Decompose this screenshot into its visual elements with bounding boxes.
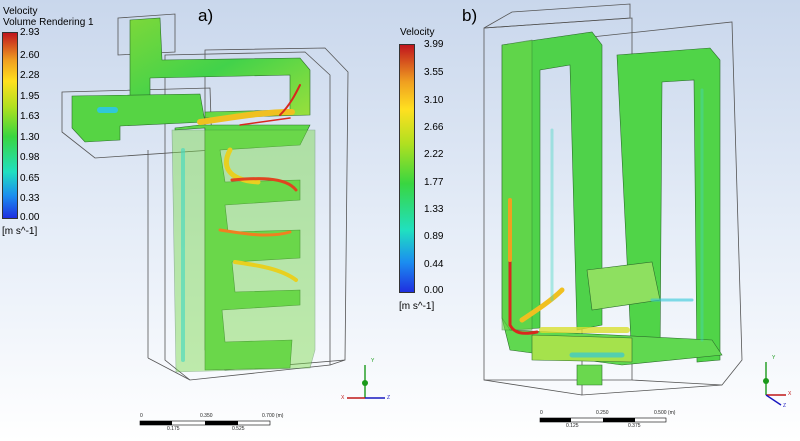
legend-tick-b: 3.10 [424,95,444,106]
legend-tick-a: 2.60 [20,50,40,61]
legend-title-b: Velocity [400,27,435,38]
color-legend-bar-a [2,32,18,219]
legend-tick-a: 1.30 [20,132,40,143]
scale-label-a: 0.700 (m) [262,413,284,419]
axis-label-z: Z [783,403,787,409]
panel-b: b) Velocity 3.99 3.55 3.10 2.66 2.22 1.7… [392,0,800,441]
channel-body-a [71,17,316,373]
color-legend-bar-b [399,44,415,293]
scale-label-a: 0.175 [167,426,180,432]
scale-label-a: 0.350 [200,413,213,419]
legend-tick-a: 0.65 [20,173,40,184]
scale-label-a: 0 [140,413,143,419]
axis-label-x: X [341,395,345,401]
axis-label-y: Y [772,355,776,361]
axis-label-x: X [788,391,792,397]
panel-a-geometry [61,13,385,426]
legend-tick-b: 2.22 [424,149,444,160]
legend-tick-b: 2.66 [424,122,444,133]
flow-streaks-b [508,88,704,358]
scale-label-a: 0.525 [232,426,245,432]
axis-triad-b [763,362,786,406]
legend-tick-a: 2.28 [20,70,40,81]
panel-label-b: b) [462,6,478,25]
legend-tick-b: 1.77 [424,177,444,188]
legend-tick-b: 0.00 [424,285,444,296]
scale-bar-a [139,420,271,426]
legend-tick-a: 0.33 [20,193,40,204]
axis-label-z: Z [387,395,391,401]
scale-bar-b [539,417,667,423]
scale-label-b: 0.250 [596,410,609,416]
legend-unit-b: [m s^-1] [399,301,435,312]
legend-tick-b: 1.33 [424,204,444,215]
axis-label-y: Y [371,358,375,364]
panel-b-geometry [483,3,786,423]
scale-label-b: 0 [540,410,543,416]
scale-label-b: 0.500 (m) [654,410,676,416]
legend-tick-b: 3.99 [424,39,444,50]
legend-tick-a: 1.95 [20,91,40,102]
legend-tick-a: 0.98 [20,152,40,163]
legend-tick-b: 0.89 [424,231,444,242]
panel-label-a: a) [198,6,214,25]
legend-tick-a: 2.93 [20,27,40,38]
legend-tick-a: 0.00 [20,212,40,223]
scale-label-b: 0.125 [566,423,579,429]
flow-streaks-a [97,84,301,362]
axis-triad-a [347,365,385,399]
panel-a: a) Velocity Volume Rendering 1 2.93 2.60… [0,0,392,441]
legend-title-a: Velocity [3,6,38,17]
legend-unit-a: [m s^-1] [2,226,38,237]
legend-tick-b: 3.55 [424,67,444,78]
scale-label-b: 0.375 [628,423,641,429]
legend-tick-a: 1.63 [20,111,40,122]
legend-subtitle-a: Volume Rendering 1 [3,17,94,28]
legend-tick-b: 0.44 [424,259,444,270]
